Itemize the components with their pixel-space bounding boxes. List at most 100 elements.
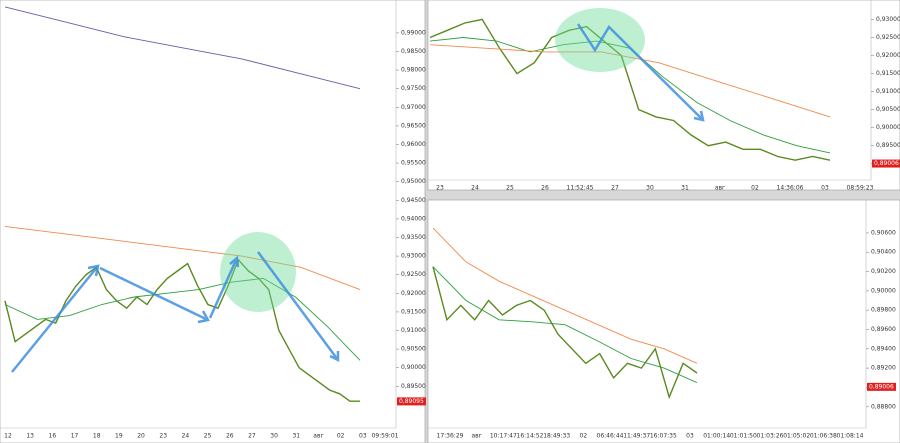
x-tick-label: 09:59:01: [372, 433, 399, 440]
y-tick-label: 0,97500: [401, 85, 426, 92]
y-tick-label: 0,91000: [401, 327, 426, 334]
x-tick-label: 11:52:45: [567, 185, 594, 192]
x-tick-label: 13: [26, 433, 34, 440]
x-tick-label: 01:01:50: [730, 433, 757, 440]
y-tick-label: 0,94500: [401, 197, 426, 204]
x-tick-label: 02: [751, 185, 759, 192]
x-tick-label: авг: [313, 433, 323, 440]
x-tick-label: 26: [541, 185, 549, 192]
x-tick-label: 25: [204, 433, 212, 440]
last-price-box: [397, 397, 426, 406]
arrow: [208, 255, 240, 319]
series-ma-orange: [429, 44, 831, 118]
y-tick-label: 0,96000: [401, 141, 426, 148]
y-tick-label: 0,89500: [401, 383, 426, 390]
x-tick-label: 06:46:44: [597, 433, 624, 440]
last-price-box: [867, 382, 896, 391]
y-tick-label: 0,90500: [401, 346, 426, 353]
x-tick-label: 19: [115, 433, 123, 440]
highlight: [220, 232, 296, 312]
x-tick-label: 18: [93, 433, 101, 440]
y-tick-label: 0,92000: [876, 52, 900, 59]
y-tick-label: 0,91500: [876, 70, 900, 77]
y-tick-label: 0,90000: [876, 124, 900, 131]
y-tick-label: 0,92000: [401, 290, 426, 297]
y-tick-label: 0,89800: [871, 307, 896, 314]
x-tick-label: 20: [137, 433, 145, 440]
y-tick-label: 0,98000: [401, 67, 426, 74]
x-tick-label: 17:36:29: [437, 433, 464, 440]
y-tick-label: 0,93000: [876, 16, 900, 23]
y-tick-label: 0,98500: [401, 48, 426, 55]
x-tick-label: 08:59:23: [847, 185, 874, 192]
y-tick-label: 0,99000: [401, 29, 426, 36]
x-tick-label: 30: [270, 433, 278, 440]
x-tick-label: 10:17:47: [490, 433, 517, 440]
y-tick-label: 0,89200: [871, 365, 896, 372]
x-tick-label: 01:06:38: [810, 433, 837, 440]
x-tick-label: 03: [359, 433, 367, 440]
x-tick-label: 18:49:33: [543, 433, 570, 440]
arrow: [576, 23, 705, 122]
annotations: [11, 8, 705, 373]
x-tick-label: авг: [715, 185, 725, 192]
x-tick-label: 01:05:02: [783, 433, 810, 440]
y-tick-label: 0,89600: [871, 326, 896, 333]
y-tick-label: 0,90600: [871, 229, 896, 236]
x-tick-label: 02: [580, 433, 588, 440]
x-tick-label: 31: [292, 433, 300, 440]
x-tick-label: 27: [611, 185, 619, 192]
x-tick-label: 30: [646, 185, 654, 192]
x-tick-label: 16: [49, 433, 57, 440]
x-tick-label: 03: [821, 185, 829, 192]
x-tick-label: 12: [4, 433, 12, 440]
y-tick-label: 0,92500: [876, 34, 900, 41]
last-price-label: 0,89006: [869, 383, 894, 390]
y-tick-label: 0,95000: [401, 178, 426, 185]
series-ma-blue: [4, 6, 361, 90]
arrow: [256, 251, 340, 363]
panel: [427, 199, 900, 443]
x-tick-label: 02: [337, 433, 345, 440]
series-price: [4, 258, 360, 402]
last-price-label: 0,89006: [874, 160, 899, 167]
panel: [427, 0, 900, 191]
last-price-box: [872, 159, 900, 168]
x-tick-label: 23: [159, 433, 167, 440]
x-tick-label: 01:03:26: [757, 433, 784, 440]
y-tick-label: 0,90000: [401, 364, 426, 371]
y-tick-label: 0,90500: [876, 106, 900, 113]
x-tick-label: 11:49:37: [623, 433, 650, 440]
x-tick-label: 26: [226, 433, 234, 440]
series-ma-green: [4, 277, 361, 361]
y-tick-label: 0,90000: [871, 287, 896, 294]
y-tick-label: 0,91500: [401, 308, 426, 315]
x-tick-label: 25: [506, 185, 514, 192]
arrow: [11, 264, 100, 373]
arrows: [11, 23, 705, 373]
y-tick-label: 0,90200: [871, 268, 896, 275]
y-tick-label: 0,92500: [401, 271, 426, 278]
x-tick-label: 16:07:35: [650, 433, 677, 440]
y-tick-label: 0,90400: [871, 249, 896, 256]
series-ma-green: [432, 266, 698, 384]
y-tick-label: 0,91000: [876, 88, 900, 95]
x-tick-label: 16:14:52: [517, 433, 544, 440]
x-tick-label: 14:36:06: [777, 185, 804, 192]
y-tick-label: 0,93500: [401, 234, 426, 241]
series-ma-orange: [432, 227, 698, 364]
x-tick-label: 23: [436, 185, 444, 192]
y-tick-label: 0,89400: [871, 345, 896, 352]
x-tick-label: 24: [182, 433, 190, 440]
y-tick-label: 0,94000: [401, 215, 426, 222]
y-tick-label: 0,89500: [876, 142, 900, 149]
y-tick-label: 0,97000: [401, 104, 426, 111]
y-tick-label: 0,93000: [401, 253, 426, 260]
last-price-label: 0,89095: [399, 398, 424, 405]
x-tick-label: 01:00:14: [703, 433, 730, 440]
panel: [0, 0, 426, 443]
y-tick-label: 0,95500: [401, 160, 426, 167]
x-tick-label: авг: [471, 433, 481, 440]
